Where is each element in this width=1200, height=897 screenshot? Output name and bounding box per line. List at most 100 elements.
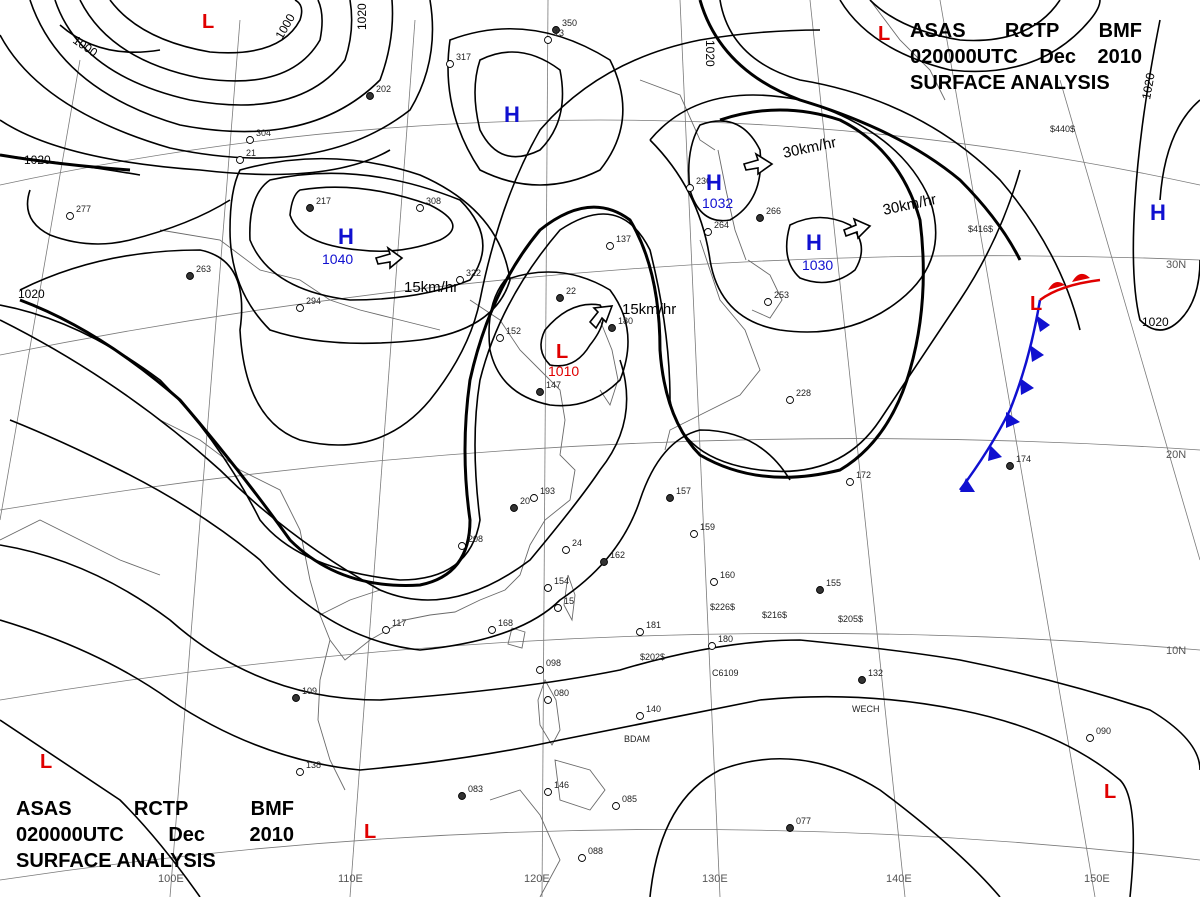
station-circle <box>496 334 504 342</box>
station-pressure-value: 294 <box>306 296 321 306</box>
station-pressure-value: 20 <box>520 496 530 506</box>
station-circle <box>578 854 586 862</box>
low-pressure-value: 1010 <box>548 363 579 379</box>
thick-isobars <box>0 0 1022 587</box>
station-pressure-value: 162 <box>610 550 625 560</box>
coast-mongolia-border <box>159 229 441 331</box>
station-circle <box>636 712 644 720</box>
station-id: WECH <box>852 704 880 714</box>
station-pressure-value: 264 <box>714 220 729 230</box>
station-circle <box>536 666 544 674</box>
station-circle <box>186 272 194 280</box>
high-pressure-value: 1032 <box>702 195 733 211</box>
movement-speed-label: 15km/hr <box>404 279 458 296</box>
longitude-label: 110E <box>338 873 363 885</box>
isobar-south-1 <box>0 719 201 897</box>
cold-front-barb <box>1036 315 1050 332</box>
station-pressure-value: 098 <box>546 658 561 668</box>
isobar-label: 1020 <box>1142 315 1169 329</box>
coast-china-border <box>159 419 321 616</box>
cold-front-barb <box>960 478 975 492</box>
cold-front-barb <box>1006 412 1020 428</box>
station-circle <box>296 768 304 776</box>
header-month: Dec <box>168 824 206 846</box>
station-id: C6109 <box>712 668 739 678</box>
high-pressure-marker: H <box>338 224 354 249</box>
high-pressure-marker: H <box>806 230 822 255</box>
header-station: RCTP <box>133 798 189 820</box>
movement-arrow-1032 <box>742 152 774 176</box>
station-pressure-value: 217 <box>316 196 331 206</box>
isobar-1030-a <box>19 29 821 446</box>
header-time: 020000UTC <box>16 824 124 846</box>
coast-hokkaido <box>747 259 783 319</box>
station-id: $416$ <box>968 224 993 234</box>
longitude-label: 100E <box>158 873 184 885</box>
isobar-1020-ne <box>1132 19 1200 331</box>
meridian-90e <box>0 59 81 521</box>
station-pressure-value: 277 <box>76 204 91 214</box>
station-circle <box>704 228 712 236</box>
isobar-label: 1020 <box>703 40 717 67</box>
station-pressure-value: 090 <box>1096 726 1111 736</box>
station-circle <box>786 396 794 404</box>
longitude-label: 140E <box>886 873 912 885</box>
latitude-line-10n <box>0 632 1200 701</box>
movement-arrow-1010 <box>588 305 614 330</box>
coast-japan <box>664 239 761 451</box>
station-pressure-value: 350 <box>562 18 577 28</box>
station-pressure-value: 160 <box>720 570 735 580</box>
station-pressure-value: 21 <box>246 148 256 158</box>
station-circle <box>612 802 620 810</box>
station-pressure-value: 152 <box>506 326 521 336</box>
station-circle <box>552 26 560 34</box>
graticule-labels: 100E 110E 120E 130E 140E 150E 30N 20N 10… <box>158 259 1186 885</box>
low-pressure-marker: L <box>556 341 568 363</box>
isobar-mid-1 <box>0 319 628 601</box>
meridian-110e <box>349 19 416 897</box>
station-pressure-value: 22 <box>566 286 576 296</box>
station-pressure-value: 159 <box>700 522 715 532</box>
station-circle <box>600 558 608 566</box>
header-station: RCTP <box>1004 20 1060 42</box>
isobar-1040-outer <box>229 157 511 345</box>
chart-header-bottom: ASAS RCTP BMF 020000UTC Dec 2010 SURFACE… <box>16 796 294 874</box>
station-circle <box>636 628 644 636</box>
header-product: SURFACE ANALYSIS <box>910 72 1110 94</box>
station-circle <box>1086 734 1094 742</box>
movement-arrow-1030 <box>843 217 872 240</box>
station-circle <box>764 298 772 306</box>
station-circle <box>296 304 304 312</box>
station-circle <box>510 504 518 512</box>
station-pressure-value: 13 <box>554 28 564 38</box>
isobar-1020-east <box>1159 99 1200 201</box>
header-row-issuer: ASAS RCTP BMF <box>910 18 1142 44</box>
movement-arrow-1040 <box>374 245 404 270</box>
coast-philippines-south <box>554 759 606 811</box>
warm-front-bump <box>1048 281 1065 290</box>
isobar-japan-loop <box>649 94 937 333</box>
coast-china-east <box>404 299 576 621</box>
cold-front-barb <box>1030 345 1044 362</box>
station-id: $440$ <box>1050 124 1075 134</box>
station-circle <box>708 642 716 650</box>
station-circle <box>458 542 466 550</box>
station-pressure-value: 193 <box>540 486 555 496</box>
isobar-1020-thick-a <box>0 153 131 172</box>
station-pressure-value: 228 <box>796 388 811 398</box>
cold-front-barb <box>988 445 1002 461</box>
station-pressure-value: 172 <box>856 470 871 480</box>
station-pressure-value: 266 <box>766 206 781 216</box>
isobar-nw-3 <box>54 0 353 106</box>
isobar-mid-3 <box>0 544 1200 771</box>
station-pressure-value: 180 <box>718 634 733 644</box>
station-pressure-value: 146 <box>554 780 569 790</box>
coast-korea <box>599 319 619 407</box>
coast-borneo <box>489 789 561 897</box>
isobar-h-center <box>474 51 564 158</box>
latitude-label: 10N <box>1166 645 1186 657</box>
header-time: 020000UTC <box>910 46 1018 68</box>
